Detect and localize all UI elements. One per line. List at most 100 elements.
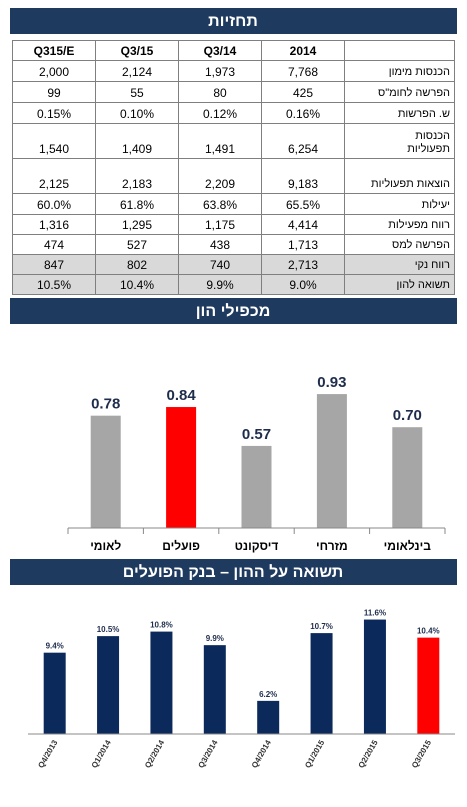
table-cell: 0.15% (12, 102, 96, 124)
bar (150, 631, 173, 734)
table-row: הפרשה לחומ"ס 425 80 55 99 (12, 81, 455, 103)
row-label-cell: רווח נקי (344, 254, 455, 275)
table-cell: 1,175 (178, 214, 262, 235)
x-tick-label: פועלים (162, 539, 200, 553)
value-label: 6.2% (259, 690, 277, 699)
table-cell: 740 (178, 254, 262, 275)
row-label: יעילות (421, 199, 450, 211)
table-cell: 1,973 (178, 60, 262, 82)
table-cell: 10.5% (12, 274, 96, 295)
row-label-cell: הפרשה לחומ"ס (344, 81, 455, 103)
bar (417, 637, 440, 734)
value-label: 0.84 (166, 387, 196, 404)
table: 2014 Q3/14 Q3/15 Q315/E הכנסות מימון 7,768 1,9… (12, 40, 455, 295)
table-cell: 2,183 (95, 158, 179, 194)
chart-title: תשואה על ההון – בנק הפועלים (123, 563, 343, 581)
x-tick-label: Q1/2014 (90, 738, 113, 770)
table-cell: 63.8% (178, 193, 262, 215)
table-cell: 7,768 (261, 60, 345, 82)
table-cell: 425 (261, 81, 345, 103)
bar (43, 652, 66, 734)
table-cell: 6,254 (261, 123, 345, 159)
bar (363, 619, 386, 734)
table-cell: 1,540 (12, 123, 96, 159)
table-cell: 9.9% (178, 274, 262, 295)
x-tick-label: דיסקונט (235, 539, 279, 553)
table-cell: 2,000 (12, 60, 96, 82)
value-label: 10.4% (417, 627, 440, 636)
bar (316, 394, 347, 528)
table-cell: 60.0% (12, 193, 96, 215)
bar (392, 427, 423, 528)
table-row: תשואה להון 9.0% 9.9% 10.4% 10.5% (12, 274, 455, 295)
value-label: 9.9% (206, 634, 224, 643)
value-label: 9.4% (46, 642, 64, 651)
table-cell: 0.16% (261, 102, 345, 124)
value-label: 0.78 (91, 396, 120, 413)
table-cell: 1,409 (95, 123, 179, 159)
table-cell: 1,491 (178, 123, 262, 159)
bar (203, 645, 226, 734)
bar (90, 415, 121, 528)
row-label: ש. הפרשות (397, 108, 450, 120)
table-row: הכנסות תפעוליות 6,254 1,491 1,409 1,540 (12, 123, 455, 159)
column-header: Q315/E (12, 40, 96, 61)
x-tick-label: Q3/2014 (196, 738, 219, 770)
table-row: ש. הפרשות 0.16% 0.12% 0.10% 0.15% (12, 102, 455, 124)
banner (10, 298, 457, 324)
x-tick-label: Q2/2015 (357, 738, 380, 770)
x-tick-label: Q1/2015 (303, 738, 326, 770)
table-cell: 1,713 (261, 234, 345, 255)
x-tick-label: לאומי (90, 539, 121, 553)
value-label: 0.57 (242, 426, 271, 443)
table-cell: 10.4% (95, 274, 179, 295)
row-label-cell: ש. הפרשות (344, 102, 455, 124)
table-cell: 2,209 (178, 158, 262, 194)
table-cell: 4,414 (261, 214, 345, 235)
table-cell: 2,124 (95, 60, 179, 82)
table-cell: 9,183 (261, 158, 345, 194)
row-label-cell: רווח מפעילות (344, 214, 455, 235)
banner (10, 8, 457, 34)
table-cell: 0.12% (178, 102, 262, 124)
table-cell: 99 (12, 81, 96, 103)
bar (310, 633, 333, 734)
table-cell: 802 (95, 254, 179, 275)
column-header: 2014 (261, 40, 345, 61)
row-label: הפרשה לחומ"ס (378, 87, 450, 99)
bar (257, 700, 280, 734)
row-label: רווח מפעילות (388, 219, 450, 231)
row-label-cell: הוצאות תפעוליות (344, 158, 455, 194)
row-label: תשואה להון (396, 279, 451, 291)
row-label-cell: יעילות (344, 193, 455, 215)
bar (241, 445, 272, 528)
table-cell: 55 (95, 81, 179, 103)
table-cell: 527 (95, 234, 179, 255)
row-label: הכנסות מימון (388, 66, 450, 78)
table-cell: 80 (178, 81, 262, 103)
table-header-row: 2014 Q3/14 Q3/15 Q315/E (12, 40, 455, 61)
x-tick-label: Q4/2014 (250, 738, 273, 770)
row-label: רווח נקי (414, 259, 450, 271)
table-row: רווח מפעילות 4,414 1,175 1,295 1,316 (12, 214, 455, 235)
bar (97, 636, 120, 734)
table-cell: 65.5% (261, 193, 345, 215)
column-header: Q3/14 (178, 40, 262, 61)
table-cell: 1,316 (12, 214, 96, 235)
value-label: 10.5% (97, 625, 120, 634)
x-tick-label: Q2/2014 (143, 738, 166, 770)
row-label: הכנסות תפעוליות (407, 130, 450, 155)
row-label-cell: הכנסות תפעוליות (344, 123, 455, 159)
value-label: 10.8% (150, 621, 173, 630)
table-title: תחזיות (208, 13, 258, 30)
value-label: 0.93 (317, 374, 346, 391)
value-label: 10.7% (310, 622, 333, 631)
x-tick-label: Q4/2013 (36, 738, 59, 770)
table-row: הכנסות מימון 7,768 1,973 2,124 2,000 (12, 60, 455, 82)
x-tick-label: Q3/2015 (410, 738, 433, 770)
row-label-cell: תשואה להון (344, 274, 455, 295)
table-cell: 2,125 (12, 158, 96, 194)
value-label: 11.6% (364, 609, 386, 618)
